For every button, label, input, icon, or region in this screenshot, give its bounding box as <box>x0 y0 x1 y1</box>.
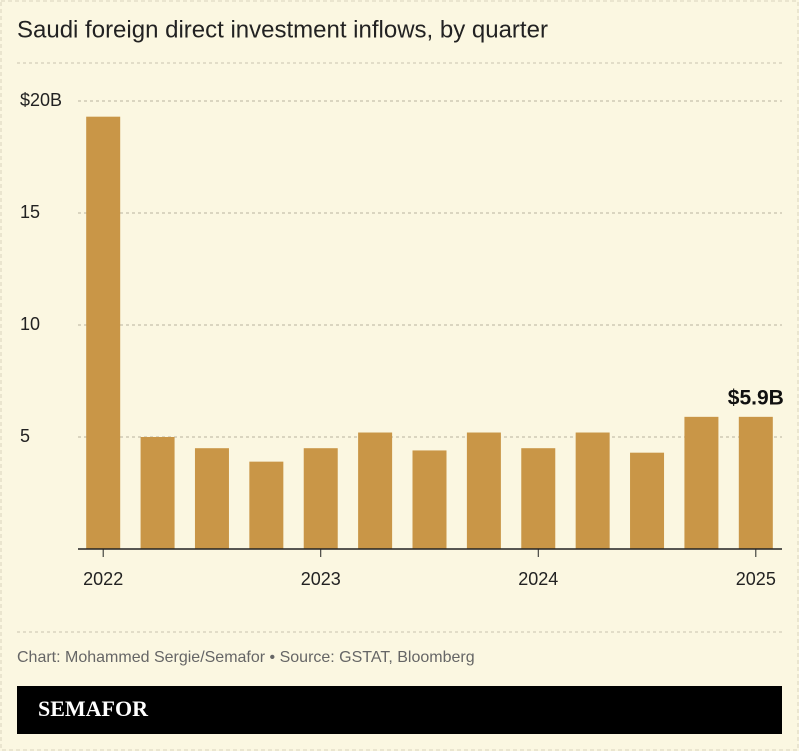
bar <box>194 448 229 549</box>
x-tick-label: 2025 <box>736 569 776 589</box>
x-tick-label: 2024 <box>518 569 558 589</box>
chart-title: Saudi foreign direct investment inflows,… <box>17 16 548 43</box>
source: Chart: Mohammed Sergie/Semafor • Source:… <box>17 649 475 666</box>
bar <box>358 432 393 549</box>
bar <box>738 416 773 549</box>
y-tick-label: $20B <box>20 90 62 110</box>
x-tick-label: 2022 <box>83 569 123 589</box>
bar <box>630 452 665 549</box>
bar <box>249 461 284 549</box>
bar <box>140 437 175 549</box>
x-tick-label: 2023 <box>301 569 341 589</box>
y-tick-label: 10 <box>20 314 40 334</box>
bar <box>466 432 501 549</box>
bar <box>86 116 121 550</box>
bar <box>412 450 447 549</box>
value-label: $5.9B <box>728 386 784 409</box>
bar <box>521 448 556 549</box>
bar <box>303 448 338 549</box>
y-tick-label: 5 <box>20 426 30 446</box>
brand: SEMAFOR <box>38 696 149 721</box>
bar <box>575 432 610 549</box>
brand-bar <box>17 686 782 734</box>
bar <box>684 416 719 549</box>
y-tick-label: 15 <box>20 202 40 222</box>
